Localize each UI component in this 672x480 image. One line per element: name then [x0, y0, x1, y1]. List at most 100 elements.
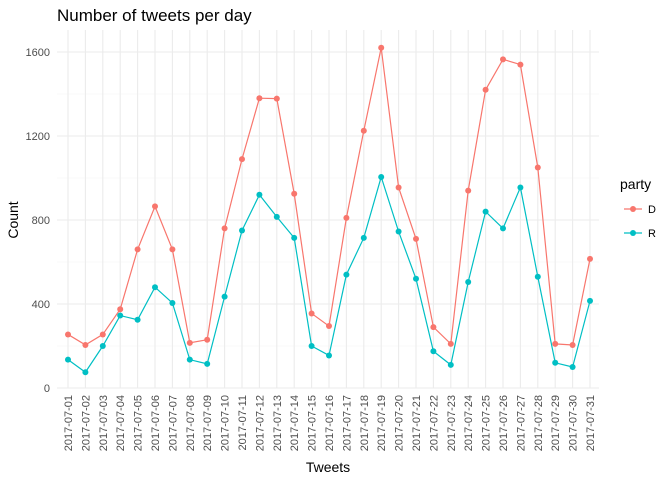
data-point-D: [152, 203, 158, 210]
x-tick-label: 2017-07-21: [411, 395, 423, 451]
x-tick-label: 2017-07-22: [428, 395, 440, 451]
legend: party DR: [620, 176, 656, 240]
x-tick-label: 2017-07-04: [115, 395, 127, 451]
data-point-R: [430, 348, 437, 355]
data-point-R: [256, 191, 263, 198]
x-tick-label: 2017-07-27: [515, 395, 527, 451]
data-point-R: [569, 364, 576, 370]
x-tick-label: 2017-07-17: [341, 395, 353, 451]
x-tick-label: 2017-07-20: [394, 395, 406, 451]
data-point-D: [482, 86, 489, 93]
data-point-R: [500, 225, 506, 232]
x-tick-label: 2017-07-23: [446, 395, 458, 451]
data-point-R: [82, 369, 89, 376]
grid: [57, 30, 599, 389]
x-tick-label: 2017-07-18: [359, 395, 371, 451]
legend-label-D: D: [648, 204, 656, 216]
data-point-R: [395, 228, 402, 235]
data-point-D: [378, 44, 385, 51]
x-tick-label: 2017-07-25: [481, 395, 493, 451]
y-tick-label: 1200: [26, 131, 50, 143]
y-axis-title: Count: [5, 201, 21, 238]
data-point-R: [169, 299, 176, 306]
data-point-R: [134, 316, 141, 323]
data-point-D: [500, 56, 506, 63]
x-tick-label: 2017-07-05: [133, 395, 145, 451]
data-point-D: [534, 164, 541, 171]
x-tick-label: 2017-07-02: [80, 395, 92, 451]
data-point-R: [465, 278, 472, 285]
data-point-D: [99, 331, 106, 338]
legend-label-R: R: [648, 228, 656, 240]
data-point-R: [152, 284, 158, 291]
data-point-R: [273, 213, 280, 220]
data-point-D: [552, 340, 559, 347]
data-point-R: [326, 352, 332, 359]
data-point-D: [465, 187, 472, 194]
x-tick-label: 2017-07-12: [254, 395, 266, 451]
data-point-R: [221, 293, 228, 300]
data-point-D: [204, 336, 211, 343]
x-tick-label: 2017-07-13: [272, 395, 284, 451]
y-tick-label: 800: [32, 215, 50, 227]
data-point-D: [326, 323, 332, 330]
y-tick-label: 0: [44, 383, 50, 395]
data-point-D: [134, 246, 141, 253]
data-point-R: [482, 208, 489, 215]
data-point-D: [343, 214, 350, 221]
data-point-D: [569, 341, 576, 348]
x-tick-label: 2017-07-14: [289, 395, 301, 451]
x-tick-label: 2017-07-29: [550, 395, 562, 451]
data-point-D: [82, 341, 89, 348]
x-tick-label: 2017-07-10: [220, 395, 232, 451]
x-axis-title: Tweets: [306, 459, 350, 475]
data-point-D: [308, 310, 315, 317]
data-point-D: [65, 331, 71, 338]
data-point-D: [186, 339, 193, 346]
x-tick-label: 2017-07-24: [463, 395, 475, 451]
data-point-R: [343, 271, 350, 278]
data-point-D: [273, 95, 280, 102]
x-tick-label: 2017-07-09: [202, 395, 214, 451]
x-tick-label: 2017-07-16: [324, 395, 336, 451]
x-tick-label: 2017-07-28: [533, 395, 545, 451]
data-point-R: [308, 343, 315, 349]
data-point-D: [447, 340, 454, 347]
data-point-D: [517, 61, 524, 68]
data-point-D: [239, 156, 245, 163]
data-point-D: [430, 324, 437, 331]
data-point-D: [360, 127, 367, 134]
x-tick-label: 2017-07-31: [585, 395, 597, 451]
data-point-R: [239, 227, 245, 234]
data-point-R: [447, 361, 454, 368]
data-point-R: [413, 275, 419, 282]
data-point-R: [117, 312, 124, 319]
data-point-R: [517, 184, 524, 191]
data-point-D: [413, 235, 419, 242]
series-points: [65, 44, 593, 376]
x-tick-label: 2017-07-03: [98, 395, 110, 451]
data-point-D: [395, 184, 402, 191]
x-tick-label: 2017-07-06: [150, 395, 162, 451]
data-point-R: [587, 297, 593, 304]
x-tick-label: 2017-07-26: [498, 395, 510, 451]
legend-key-point-R: [630, 230, 636, 236]
chart-title: Number of tweets per day: [57, 6, 252, 25]
data-point-R: [186, 356, 193, 363]
data-point-D: [256, 95, 263, 102]
x-axis-ticks: 2017-07-01 2017-07-02 2017-07-03 2017-07-04…: [63, 395, 597, 451]
data-point-R: [360, 234, 367, 241]
legend-title: party: [620, 176, 651, 192]
x-tick-label: 2017-07-15: [307, 395, 319, 451]
y-tick-label: 1600: [26, 47, 50, 59]
data-point-R: [99, 343, 106, 349]
data-point-D: [587, 255, 593, 262]
data-point-R: [65, 356, 71, 363]
x-tick-label: 2017-07-01: [63, 395, 75, 451]
data-point-R: [534, 273, 541, 280]
x-tick-label: 2017-07-07: [167, 395, 179, 451]
data-point-D: [291, 190, 298, 197]
data-point-D: [117, 306, 124, 313]
data-point-R: [204, 360, 211, 367]
